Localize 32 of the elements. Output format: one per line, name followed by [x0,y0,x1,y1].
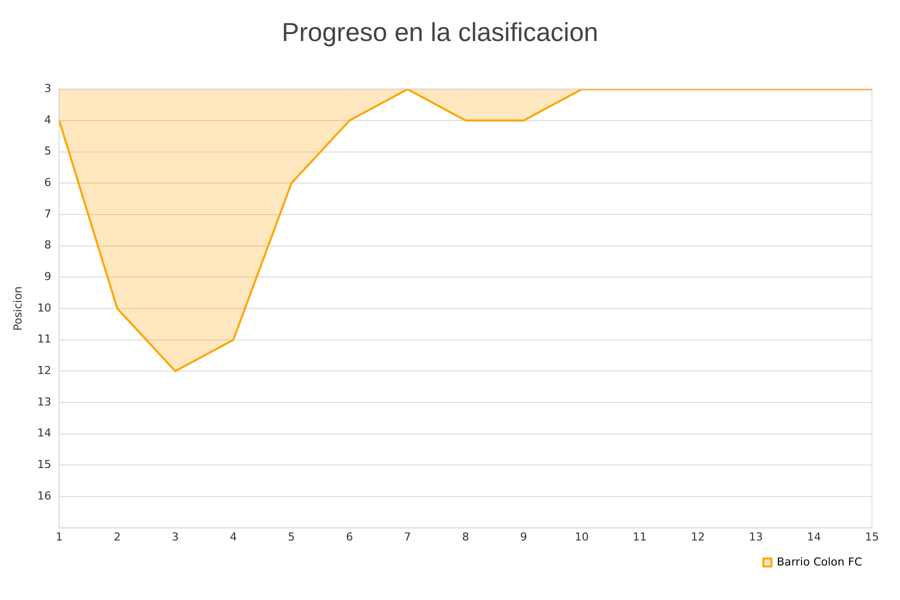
y-axis-title: Posicion [11,286,24,331]
legend-label: Barrio Colon FC [776,555,862,568]
y-tick-label: 5 [44,144,52,158]
x-tick-label: 9 [520,530,528,544]
x-tick-label: 4 [230,530,237,544]
x-tick-label: 10 [574,530,589,544]
y-tick-label: 6 [44,176,52,190]
x-tick-label: 15 [865,530,879,544]
y-tick-label: 9 [44,270,52,284]
x-tick-label: 14 [806,530,821,544]
x-tick-label: 6 [346,530,353,544]
y-tick-label: 7 [44,207,52,220]
y-tick-label: 15 [37,458,52,471]
x-tick-label: 3 [172,530,179,544]
y-tick-label: 8 [44,238,52,252]
y-tick-label: 12 [37,364,52,378]
y-tick-label: 3 [44,82,52,96]
x-tick-label: 12 [690,530,705,544]
x-tick-label: 13 [748,530,763,544]
x-tick-label: 8 [462,530,470,544]
y-tick-label: 14 [37,426,52,440]
y-tick-label: 16 [37,489,52,502]
x-tick-label: 2 [114,530,121,544]
x-tick-label: 1 [56,530,63,544]
y-tick-label: 11 [37,332,52,346]
x-tick-label: 11 [632,530,647,544]
chart-title: Progreso en la clasificacion [282,16,598,47]
y-tick-label: 4 [44,113,52,126]
x-tick-label: 7 [404,530,412,544]
y-tick-label: 10 [37,301,52,314]
x-tick-label: 5 [288,530,295,544]
y-tick-label: 13 [37,395,52,408]
